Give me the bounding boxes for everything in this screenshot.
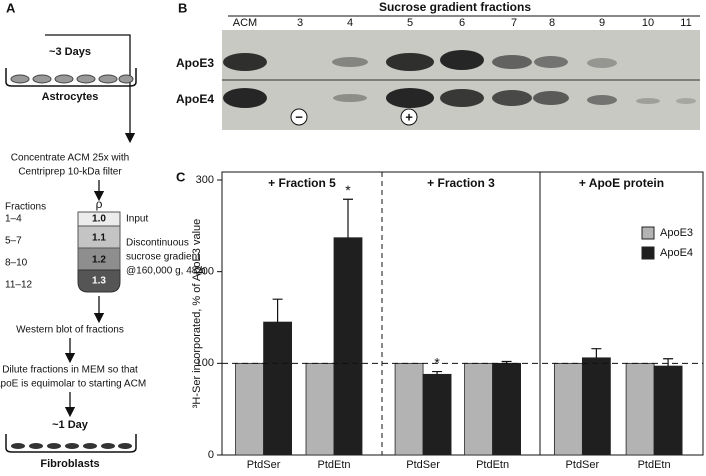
lane-label: 10 xyxy=(642,17,654,29)
dish xyxy=(5,434,137,453)
lane-label: 8 xyxy=(549,17,555,29)
blot-title: Sucrose gradient fractions xyxy=(379,0,531,14)
minus-sign: − xyxy=(295,109,303,124)
legend-label: ApoE3 xyxy=(660,227,693,239)
error-bar xyxy=(272,298,283,323)
fraction-range: 8–10 xyxy=(5,258,28,269)
bands xyxy=(223,50,696,108)
x-tick-label: PtdEtn xyxy=(638,459,671,471)
fraction-range: 5–7 xyxy=(5,236,22,247)
significance-marker: * xyxy=(434,354,440,370)
step-text: Western blot of fractions xyxy=(16,325,124,336)
sign-circle xyxy=(290,108,308,126)
note: Input xyxy=(126,214,148,225)
rho: ρ xyxy=(96,197,103,211)
cells xyxy=(11,443,132,449)
legend-label: ApoE4 xyxy=(660,247,693,259)
x-tick-label: PtdSer xyxy=(566,459,600,471)
fraction-range: 1–4 xyxy=(5,214,22,225)
lane-label: ACM xyxy=(233,17,257,29)
plot-frame xyxy=(221,171,704,456)
y-tick-label: 0 xyxy=(208,449,214,461)
density: 1.2 xyxy=(92,255,106,266)
note: Discontinuous xyxy=(126,238,189,249)
lane-label: 3 xyxy=(297,17,303,29)
error-bar xyxy=(591,348,602,358)
bar xyxy=(235,362,265,456)
error-bar xyxy=(663,358,674,367)
density: 1.0 xyxy=(92,214,106,225)
x-tick-label: PtdEtn xyxy=(317,459,350,471)
sign-circle xyxy=(400,108,418,126)
x-tick-label: PtdSer xyxy=(247,459,281,471)
lane-label: 6 xyxy=(459,17,465,29)
step-text: Concentrate ACM 25x with xyxy=(11,153,129,164)
x-tick-label: PtdEtn xyxy=(476,459,509,471)
x-tick-label: PtdSer xyxy=(406,459,440,471)
arrow xyxy=(45,34,136,144)
lane-label: 4 xyxy=(347,17,353,29)
lane-label: 5 xyxy=(407,17,413,29)
panel-c: 0 100 200 300 ³H-Ser incorporated, % of ApoE… xyxy=(191,171,704,471)
fractions-title: Fractions xyxy=(5,202,46,213)
lane-label: 11 xyxy=(680,17,691,29)
error-bar xyxy=(343,198,353,238)
note: @160,000 g, 48 h xyxy=(126,266,206,277)
bar xyxy=(263,321,293,456)
legend-swatch xyxy=(641,226,655,240)
density: 1.3 xyxy=(92,276,106,287)
panel-b: B Sucrose gradient fractions ACM 3 4 5 6 7 8 9 1… xyxy=(176,0,700,130)
panel-label: C xyxy=(176,169,186,184)
bar xyxy=(581,357,611,456)
bar xyxy=(653,365,683,456)
step-label: ~3 Days xyxy=(49,46,91,58)
density: 1.1 xyxy=(92,233,106,244)
group-title: + ApoE protein xyxy=(579,176,664,190)
y-tick-label: 300 xyxy=(196,174,214,186)
panel-label: A xyxy=(6,0,16,15)
legend-swatch xyxy=(641,246,655,260)
step-text: Dilute fractions in MEM so that xyxy=(2,365,138,376)
bar xyxy=(394,362,424,456)
plus-sign: + xyxy=(405,109,413,124)
bar xyxy=(333,237,363,456)
fraction-range: 11–12 xyxy=(5,280,33,291)
significance-marker: * xyxy=(345,182,351,198)
panel-a: A ~3 Days Astrocytes Concentrate ACM 25x… xyxy=(0,0,206,469)
bar xyxy=(553,362,583,456)
note: sucrose gradient xyxy=(126,252,200,263)
lane-label: 7 xyxy=(511,17,517,29)
group-title: + Fraction 5 xyxy=(268,176,336,190)
group-title: + Fraction 3 xyxy=(427,176,495,190)
step-text: Centriprep 10-kDa filter xyxy=(18,167,122,178)
panel-label: B xyxy=(178,0,187,15)
y-axis-label: ³H-Ser incorporated, % of ApoE3 value xyxy=(191,219,203,409)
y-tick-label: 200 xyxy=(196,266,214,278)
bar xyxy=(492,362,522,456)
cells xyxy=(10,74,134,84)
bar xyxy=(305,362,335,456)
row-label: ApoE4 xyxy=(176,92,214,106)
bar xyxy=(422,373,452,456)
row-label: ApoE3 xyxy=(176,56,214,70)
lane-label: 9 xyxy=(599,17,605,29)
layer xyxy=(77,269,121,293)
cells-label: Fibroblasts xyxy=(40,458,99,470)
step-text: ApoE is equimolar to starting ACM xyxy=(0,379,146,390)
bar xyxy=(625,362,655,456)
step-label: ~1 Day xyxy=(52,419,89,431)
error-bar xyxy=(432,370,443,375)
dish xyxy=(5,68,137,87)
bar xyxy=(464,362,494,456)
y-tick-label: 100 xyxy=(196,357,214,369)
cells-label: Astrocytes xyxy=(42,91,99,103)
